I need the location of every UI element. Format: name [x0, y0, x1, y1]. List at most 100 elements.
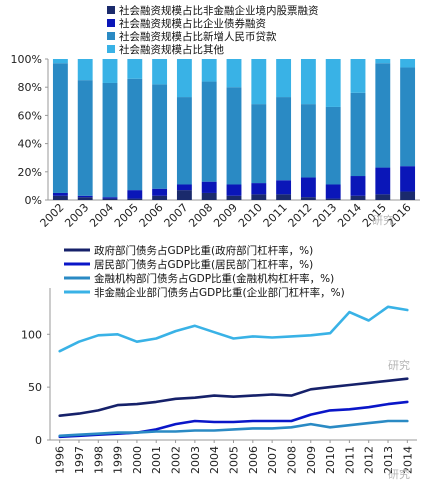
bar-segment — [127, 198, 143, 200]
legend-label: 社会融资规模占比新增人民币贷款 — [119, 30, 277, 43]
bar-segment — [127, 59, 143, 79]
bar-segment — [400, 166, 416, 192]
series-line — [58, 377, 409, 417]
x-tick-label: 2011 — [343, 446, 356, 474]
bar-segment — [102, 82, 118, 198]
legend-swatch — [107, 45, 115, 53]
x-tick-label: 2000 — [131, 446, 144, 474]
x-tick-label: 1996 — [54, 446, 67, 474]
x-tick-label: 2009 — [305, 446, 318, 474]
legend-label: 金融机构部门债务占GDP比重(金融机构杠杆率，%) — [94, 272, 334, 285]
bar-segment — [400, 59, 416, 68]
bar-segment — [201, 181, 217, 193]
series-line — [58, 305, 409, 353]
stacked-bar-chart: 社会融资规模占比非金融企业境内股票融资社会融资规模占比企业债券融资社会融资规模占… — [11, 4, 420, 230]
bar-segment — [350, 195, 366, 200]
bar-segment — [350, 59, 366, 93]
x-tick-label: 2011 — [261, 201, 290, 230]
bar-segment — [152, 84, 168, 189]
bar-segment — [226, 184, 242, 196]
bar-segment — [251, 104, 267, 184]
x-tick-label: 2001 — [150, 446, 163, 474]
y-tick-label: 40% — [18, 138, 42, 151]
bar-segment — [52, 192, 68, 196]
bar-segment — [400, 67, 416, 167]
bar-segment — [300, 177, 316, 198]
legend-label: 社会融资规模占比企业债券融资 — [119, 17, 266, 30]
bar-segment — [52, 195, 68, 200]
bar-segment — [251, 194, 267, 200]
bar-segment — [325, 184, 341, 199]
legend-label: 非金融企业部门债务占GDP比重(企业部门杠杆率，%) — [94, 286, 345, 299]
bar-segment — [152, 59, 168, 85]
y-tick-label: 50 — [28, 381, 42, 394]
bar-segment — [251, 59, 267, 105]
bar-segment — [152, 188, 168, 196]
bar-segment — [102, 59, 118, 83]
x-tick-label: 2009 — [211, 201, 240, 230]
bar-segment — [52, 63, 68, 193]
legend-label: 居民部门债务占GDP比重(居民部门杠杆率，%) — [94, 258, 313, 271]
legend-swatch — [107, 32, 115, 40]
x-tick-label: 2014 — [401, 446, 414, 474]
x-tick-label: 2003 — [62, 201, 91, 230]
x-tick-label: 2006 — [137, 201, 166, 230]
bar-segment — [251, 183, 267, 195]
x-tick-label: 2004 — [87, 201, 116, 230]
bar-segment — [102, 197, 118, 199]
bar-segment — [276, 194, 292, 200]
bar-segment — [276, 97, 292, 181]
bar-segment — [176, 190, 192, 200]
x-tick-label: 2002 — [170, 446, 183, 474]
bar-segment — [127, 78, 143, 191]
bar-chart-x-ticks: 2002200320042005200620072008200920102011… — [38, 201, 414, 230]
bar-segment — [300, 59, 316, 105]
line-chart-x-ticks: 1996 1997 1998 1999 2000 2001 2002 2003 2004 2005… — [54, 440, 414, 474]
bar-segment — [77, 59, 93, 81]
y-tick-label: 60% — [18, 109, 42, 122]
line-chart-lines — [58, 305, 409, 439]
x-tick-label: 2012 — [363, 446, 376, 474]
x-tick-label: 2003 — [189, 446, 202, 474]
bar-segment — [77, 80, 93, 196]
bar-segment — [127, 190, 143, 199]
x-tick-label: 2008 — [186, 201, 215, 230]
bar-segment — [375, 59, 391, 64]
x-tick-label: 1997 — [73, 446, 86, 474]
bar-segment — [375, 63, 391, 168]
bar-segment — [102, 198, 118, 200]
bar-segment — [226, 59, 242, 88]
bar-segment — [201, 192, 217, 200]
x-tick-label: 2010 — [236, 201, 265, 230]
bar-segment — [52, 59, 68, 64]
bar-segment — [325, 106, 341, 185]
x-tick-label: 2005 — [112, 201, 141, 230]
bar-segment — [325, 198, 341, 200]
watermark-text: 研究 — [388, 358, 410, 372]
y-tick-label: 0% — [25, 194, 42, 207]
legend-label: 社会融资规模占比非金融企业境内股票融资 — [119, 4, 319, 17]
bar-segment — [176, 97, 192, 185]
x-tick-label: 2008 — [285, 446, 298, 474]
y-tick-label: 100 — [21, 328, 42, 341]
legend-label: 社会融资规模占比其他 — [119, 43, 224, 56]
y-tick-label: 0 — [35, 434, 42, 447]
bar-segment — [276, 59, 292, 98]
line-chart-y-ticks: 0 50 100 — [21, 328, 50, 447]
bar-segment — [325, 59, 341, 107]
x-tick-label: 2004 — [208, 446, 221, 474]
bar-segment — [152, 195, 168, 200]
series-line — [58, 419, 409, 438]
bar-segment — [300, 197, 316, 200]
bar-segment — [77, 195, 93, 198]
x-tick-label: 2007 — [162, 201, 191, 230]
x-tick-label: 1998 — [92, 446, 105, 474]
x-tick-label: 2014 — [335, 201, 364, 230]
bar-segment — [201, 59, 217, 82]
legend-swatch — [107, 19, 115, 27]
line-chart: 政府部门债务占GDP比重(政府部门杠杆率，%)居民部门债务占GDP比重(居民部门… — [21, 244, 417, 481]
x-tick-label: 2010 — [324, 446, 337, 474]
bar-chart-legend: 社会融资规模占比非金融企业境内股票融资社会融资规模占比企业债券融资社会融资规模占… — [107, 4, 319, 56]
bar-segment — [375, 194, 391, 200]
x-tick-label: 2013 — [310, 201, 339, 230]
